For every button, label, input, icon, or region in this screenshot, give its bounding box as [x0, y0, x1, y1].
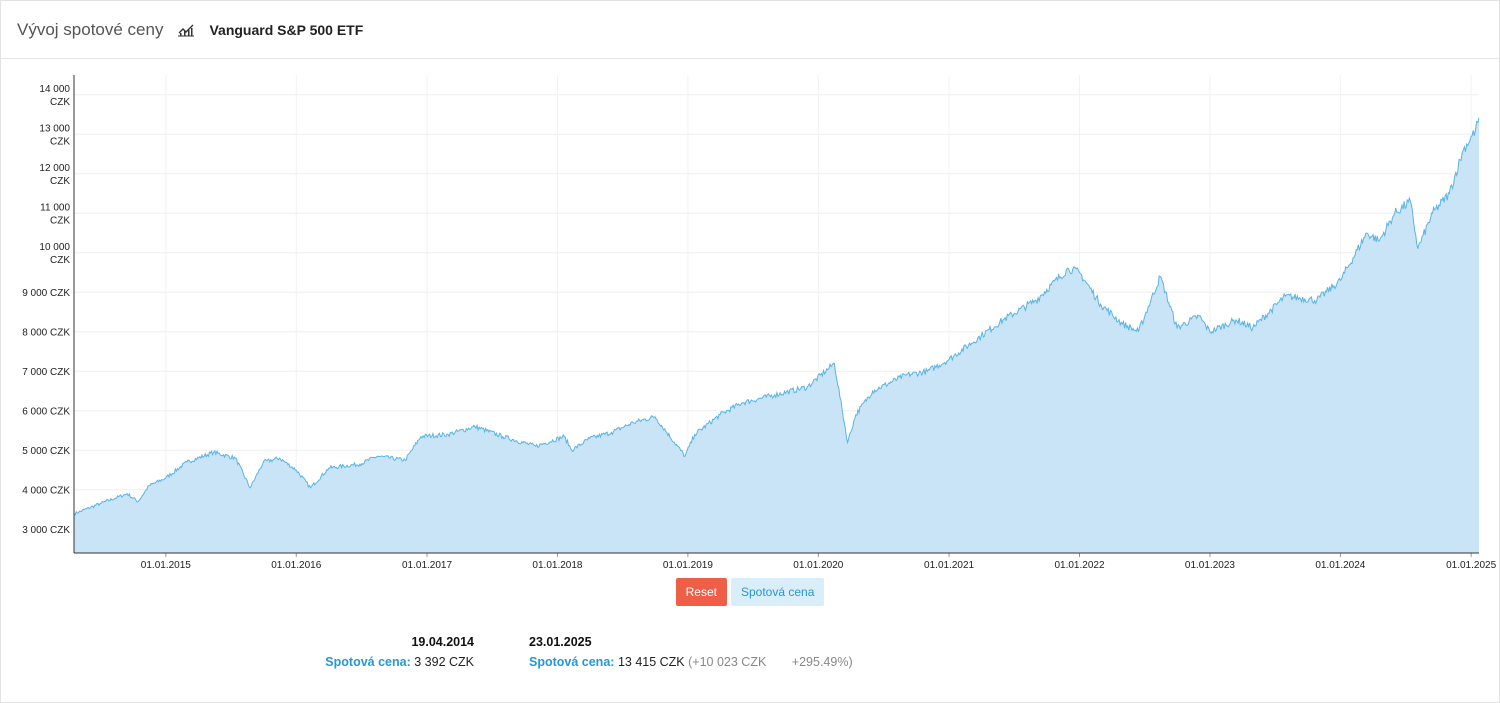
y-tick-label: 14 000 CZK	[39, 84, 70, 108]
start-summary: 19.04.2014 Spotová cena: 3 392 CZK	[325, 632, 474, 672]
start-value: 3 392 CZK	[414, 655, 474, 669]
y-tick-label: 3 000 CZK	[22, 525, 70, 536]
x-tick-label: 01.01.2022	[1054, 560, 1104, 571]
start-date: 19.04.2014	[411, 635, 474, 649]
y-tick-label: 11 000 CZK	[40, 202, 70, 226]
end-date: 23.01.2025	[529, 635, 592, 649]
price-chart[interactable]: 3 000 CZK 4 000 CZK 5 000 CZK 6 000 CZK 7 00…	[0, 58, 1500, 578]
series-toggle-button[interactable]: Spotová cena	[730, 578, 825, 606]
y-tick-label: 13 000 CZK	[39, 123, 70, 147]
x-tick-label: 01.01.2025	[1446, 560, 1496, 571]
y-tick-label: 4 000 CZK	[22, 485, 70, 496]
x-tick-label: 01.01.2024	[1315, 560, 1365, 571]
y-axis-labels: 3 000 CZK 4 000 CZK 5 000 CZK 6 000 CZK 7 00…	[22, 84, 70, 536]
x-tick-label: 01.01.2023	[1185, 560, 1235, 571]
y-tick-label: 5 000 CZK	[22, 446, 70, 457]
chart-controls: Reset Spotová cena	[0, 578, 1500, 606]
chart-axes	[73, 75, 1479, 557]
x-tick-label: 01.01.2021	[924, 560, 974, 571]
panel-header: Vývoj spotové ceny Vanguard S&P 500 ETF	[1, 1, 1499, 59]
y-tick-label: 8 000 CZK	[22, 327, 70, 338]
start-label: Spotová cena	[325, 655, 407, 669]
price-area	[74, 117, 1479, 554]
end-change-abs: (+10 023 CZK	[688, 655, 767, 669]
price-line	[73, 117, 1480, 516]
end-change-pct: +295.49%)	[791, 655, 853, 669]
asset-name: Vanguard S&P 500 ETF	[209, 21, 364, 38]
y-tick-label: 6 000 CZK	[22, 406, 70, 417]
x-tick-label: 01.01.2017	[402, 560, 452, 571]
line-chart-icon	[177, 23, 195, 37]
y-tick-label: 12 000 CZK	[39, 163, 70, 187]
y-tick-label: 9 000 CZK	[22, 288, 70, 299]
x-tick-label: 01.01.2015	[141, 560, 191, 571]
panel-title: Vývoj spotové ceny	[17, 19, 164, 39]
x-axis-labels: 01.01.2015 01.01.2016 01.01.2017 01.01.2018…	[141, 560, 1497, 571]
y-tick-label: 10 000 CZK	[39, 242, 70, 266]
x-tick-label: 01.01.2020	[793, 560, 843, 571]
x-tick-label: 01.01.2018	[532, 560, 582, 571]
y-tick-label: 7 000 CZK	[22, 367, 70, 378]
end-label: Spotová cena	[529, 655, 611, 669]
end-value: 13 415 CZK	[617, 655, 685, 669]
x-tick-label: 01.01.2016	[271, 560, 321, 571]
reset-button[interactable]: Reset	[675, 578, 727, 606]
x-tick-label: 01.01.2019	[663, 560, 713, 571]
chart-series	[73, 117, 1480, 554]
end-summary: 23.01.2025 Spotová cena: 13 415 CZK (+10…	[529, 632, 853, 672]
